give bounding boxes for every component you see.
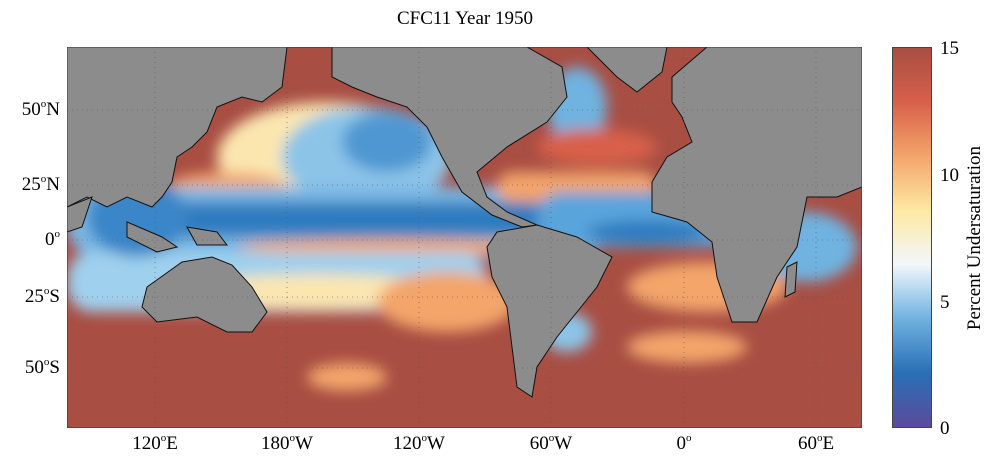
- colorbar-tick-5: 5: [940, 292, 950, 313]
- land-madagascar: [784, 261, 798, 298]
- colorbar-tick-15: 15: [940, 38, 959, 59]
- lon-tick-120w: 120oW: [393, 432, 445, 455]
- colorbar-tick-10: 10: [940, 165, 959, 186]
- lon-tick-120e: 120oE: [132, 432, 178, 455]
- lat-tick-25n: 25oN: [21, 173, 60, 196]
- lon-tick-60e: 60oE: [797, 432, 835, 455]
- lon-tick-180w: 180oW: [261, 432, 313, 455]
- colorbar: [892, 47, 932, 428]
- land-south-america: [486, 224, 613, 398]
- colorbar-tick-0: 0: [940, 418, 950, 439]
- lon-tick-0: 0o: [676, 432, 692, 455]
- land-india: [67, 196, 93, 233]
- lat-tick-50s: 50oS: [24, 356, 60, 379]
- lat-tick-50n: 50oN: [21, 98, 60, 121]
- lat-tick-25s: 25oS: [24, 285, 60, 308]
- land-australia: [141, 256, 268, 333]
- land-indonesia: [126, 221, 229, 253]
- land-europe-africa: [651, 47, 862, 323]
- grid-lines: [67, 47, 862, 428]
- lat-tick-0: 0o: [45, 228, 60, 251]
- land-masses: [67, 47, 862, 398]
- map-title: CFC11 Year 1950: [396, 8, 533, 29]
- lon-tick-60w: 60oW: [529, 432, 573, 455]
- colorbar-label: Percent Undersaturation: [964, 145, 985, 331]
- map-plot: [67, 47, 862, 428]
- land-asia: [67, 47, 288, 208]
- land-greenland: [586, 47, 668, 93]
